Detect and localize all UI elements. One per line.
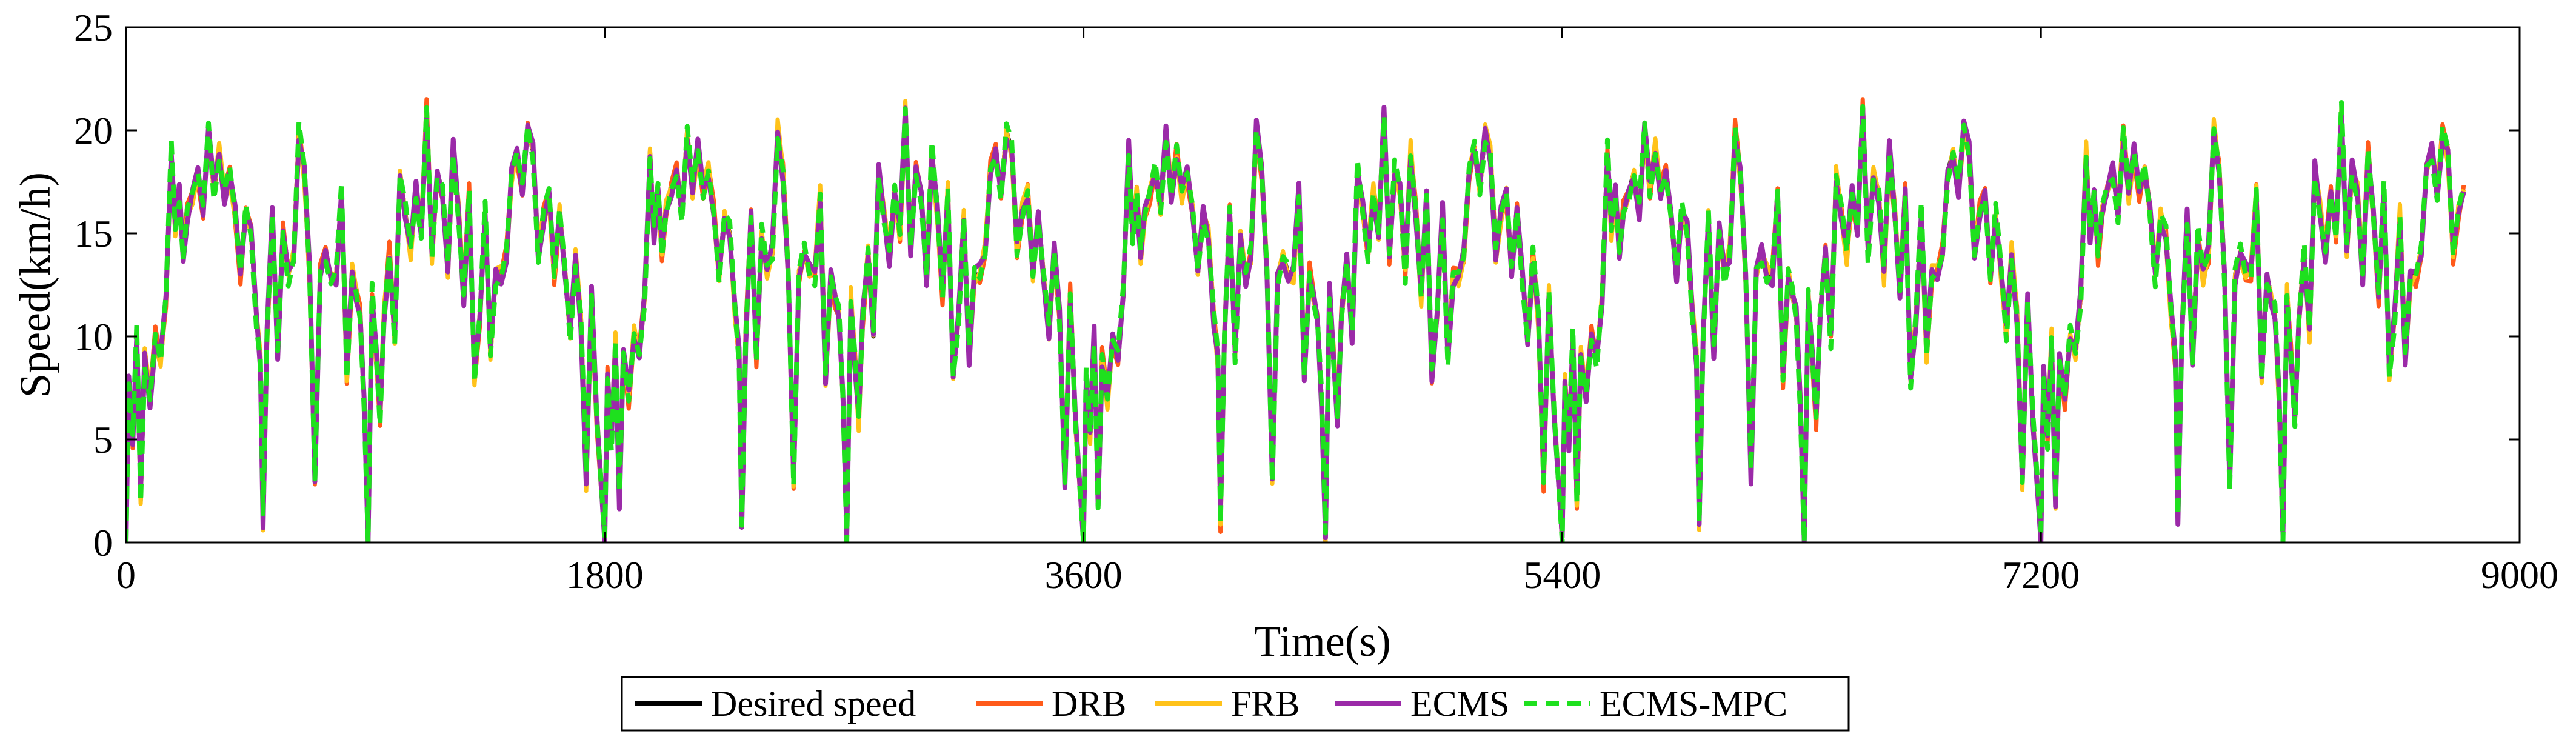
x-tick-label: 9000 [2481, 553, 2558, 596]
legend-box [621, 676, 1850, 732]
legend: Desired speed DRB FRB ECMS ECMS-MPC [621, 676, 1850, 732]
series-layer [126, 97, 2466, 542]
plot-frame [125, 26, 2521, 544]
y-tick-label: 10 [74, 315, 113, 358]
x-tick-label: 0 [116, 553, 136, 596]
x-tick-label: 1800 [566, 553, 644, 596]
y-tick-label: 0 [93, 521, 113, 564]
legend-label: DRB [1052, 684, 1126, 724]
x-tick-label: 7200 [2002, 553, 2080, 596]
y-tick-label: 25 [74, 6, 113, 49]
legend-label: ECMS-MPC [1600, 684, 1787, 724]
x-axis-ticks: 0 1800 3600 5400 7200 9000 [116, 27, 2558, 596]
y-tick-label: 5 [93, 418, 113, 461]
y-tick-label: 15 [74, 212, 113, 255]
legend-label: FRB [1231, 684, 1300, 724]
x-tick-label: 5400 [1523, 553, 1601, 596]
legend-label: Desired speed [711, 684, 916, 724]
y-tick-label: 20 [74, 109, 113, 152]
x-tick-label: 3600 [1045, 553, 1123, 596]
x-axis-label: Time(s) [1254, 617, 1390, 666]
y-axis-ticks: 0 5 10 15 20 25 [74, 6, 2520, 564]
y-axis-label: Speed(km/h) [11, 172, 59, 398]
legend-label: ECMS [1410, 684, 1509, 724]
